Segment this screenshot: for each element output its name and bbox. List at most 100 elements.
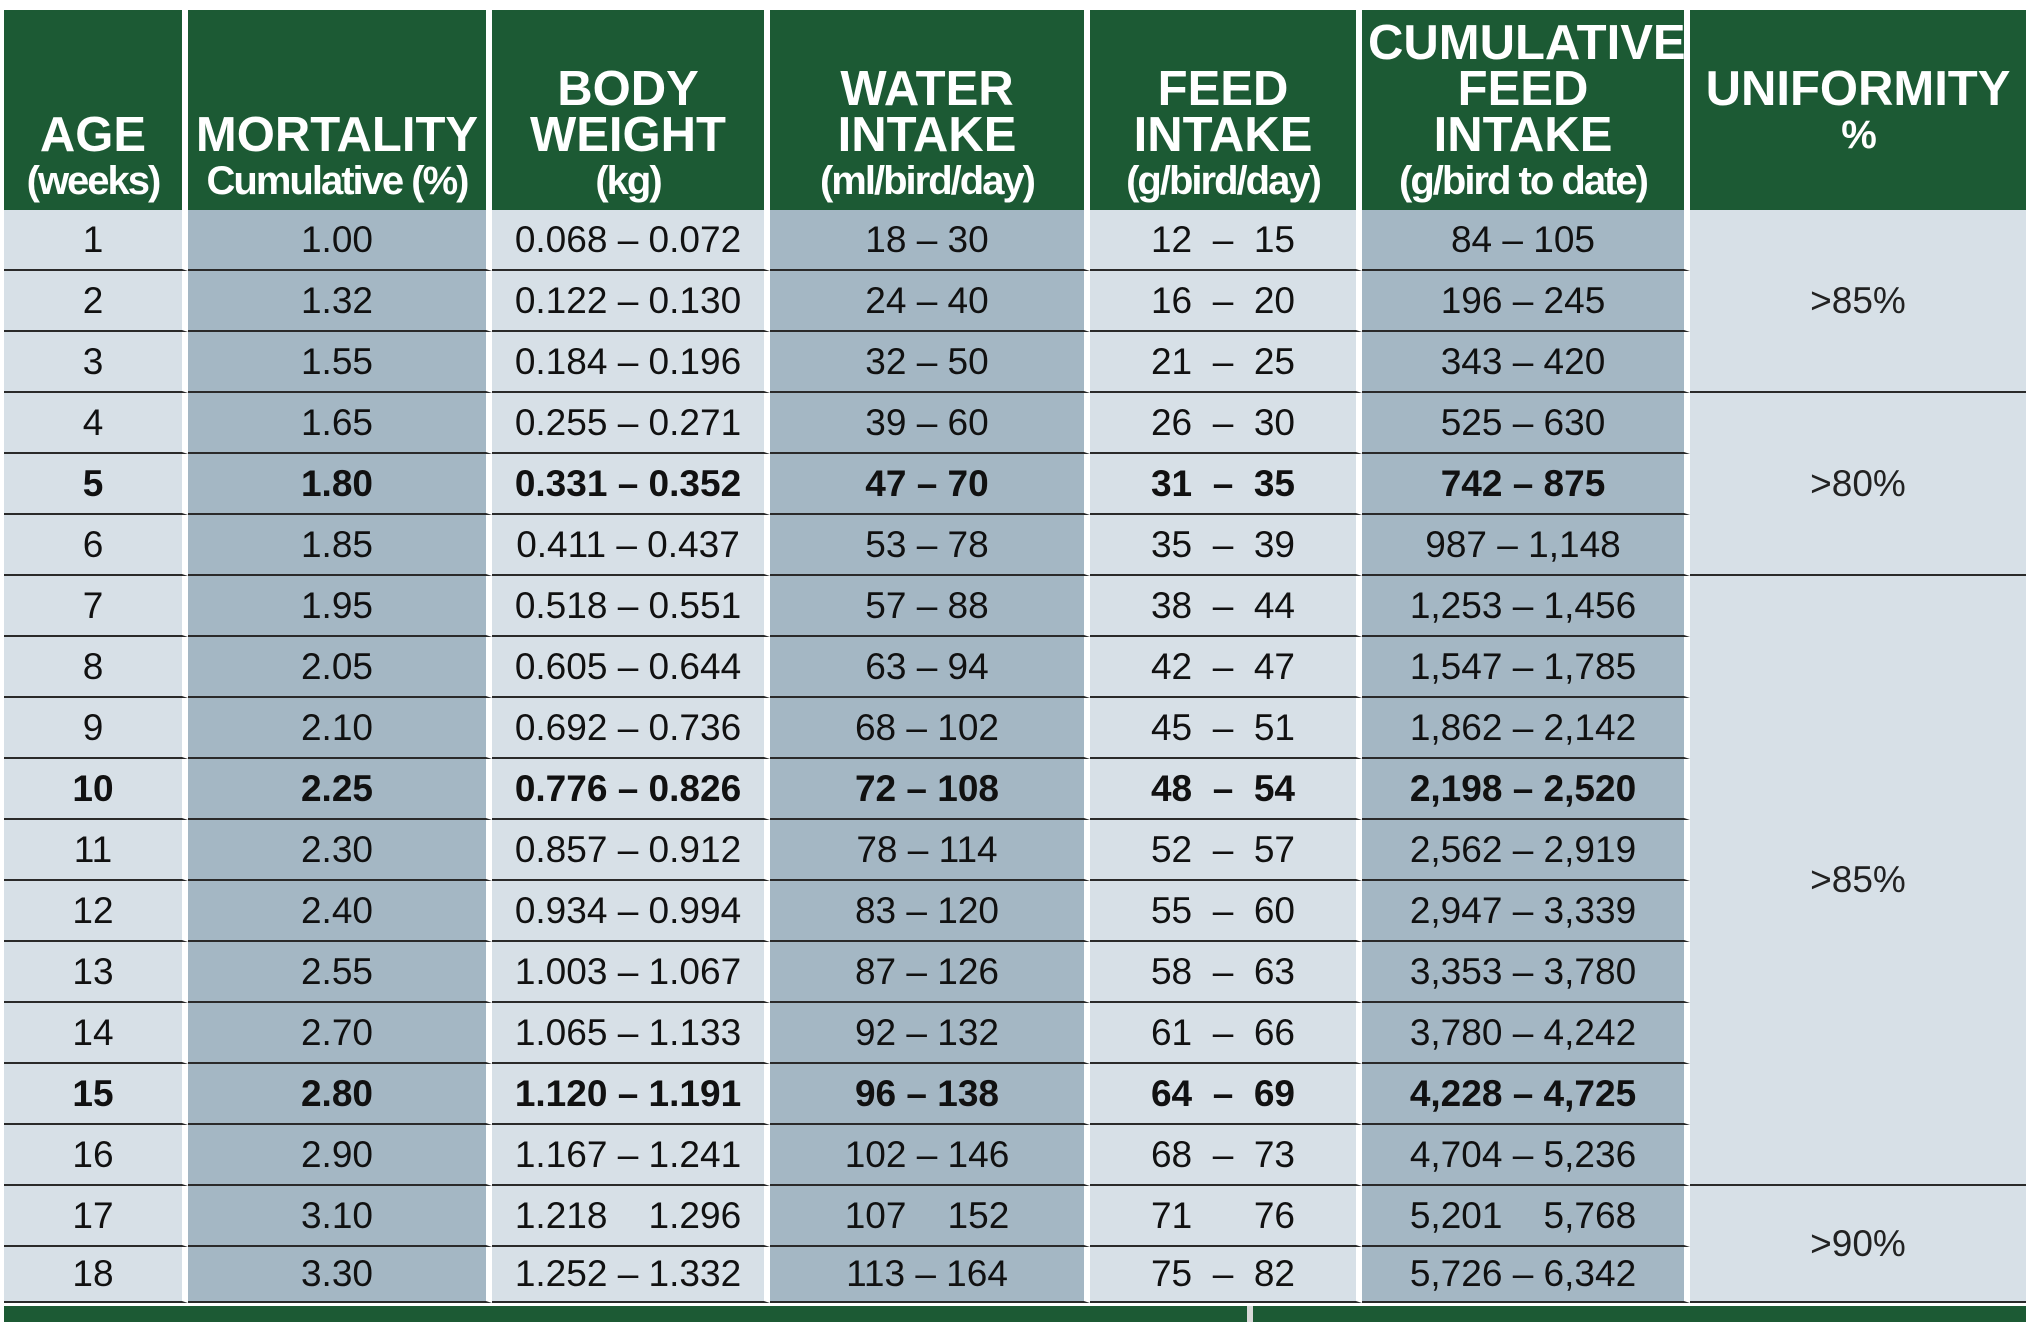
- table-row: 2 1.32 0.122 – 0.130 24 – 40 16 – 20 196 – 24…: [4, 271, 2026, 332]
- table-row: 15 2.80 1.120 – 1.191 96 – 138 64 – 69 4,228 …: [4, 1064, 2026, 1125]
- mortality-cell: 3.10: [188, 1186, 492, 1247]
- water-intake-cell: 63 – 94: [770, 637, 1090, 698]
- water-intake-cell: 39 – 60: [770, 393, 1090, 454]
- body-weight-cell: 1.218 1.296: [492, 1186, 770, 1247]
- uniformity-cell: >85%: [1690, 210, 2026, 393]
- table-row: 1 1.00 0.068 – 0.072 18 – 30 12 – 15 84 – 105…: [4, 210, 2026, 393]
- table-row: 17 3.10 1.218 1.296 107 152 71 76 5,201 5,768…: [4, 1186, 2026, 1303]
- cumulative-feed-cell: 2,562 – 2,919: [1362, 820, 1690, 881]
- mortality-cell: 2.55: [188, 942, 492, 1003]
- age-cell: 4: [4, 393, 188, 454]
- feed-intake-cell: 31 – 35: [1090, 454, 1362, 515]
- body-weight-cell: 0.255 – 0.271: [492, 393, 770, 454]
- age-cell: 7: [4, 576, 188, 637]
- cumulative-feed-cell: 1,253 – 1,456: [1362, 576, 1690, 637]
- body-weight-cell: 0.411 – 0.437: [492, 515, 770, 576]
- age-cell: 11: [4, 820, 188, 881]
- mortality-cell: 1.32: [188, 271, 492, 332]
- header-age: AGE (weeks): [4, 10, 188, 210]
- age-cell: 9: [4, 698, 188, 759]
- mortality-cell: 2.80: [188, 1064, 492, 1125]
- age-cell: 8: [4, 637, 188, 698]
- feed-intake-cell: 71 76: [1090, 1186, 1362, 1247]
- water-intake-cell: 87 – 126: [770, 942, 1090, 1003]
- body-weight-cell: 0.605 – 0.644: [492, 637, 770, 698]
- header-uniformity: UNIFORMITY%: [1690, 10, 2026, 210]
- cumulative-feed-cell: 1,862 – 2,142: [1362, 698, 1690, 759]
- header-sub: (kg): [595, 159, 662, 203]
- water-intake-cell: 83 – 120: [770, 881, 1090, 942]
- cumulative-feed-cell: 1,547 – 1,785: [1362, 637, 1690, 698]
- header-main: MORTALITY: [195, 108, 479, 162]
- cumulative-feed-cell: 5,726 – 6,342: [1362, 1247, 1690, 1303]
- age-cell: 12: [4, 881, 188, 942]
- body-weight-cell: 0.776 – 0.826: [492, 759, 770, 820]
- cumulative-feed-cell: 525 – 630: [1362, 393, 1690, 454]
- cumulative-feed-cell: 3,353 – 3,780: [1362, 942, 1690, 1003]
- feed-intake-cell: 52 – 57: [1090, 820, 1362, 881]
- mortality-cell: 2.10: [188, 698, 492, 759]
- feed-intake-cell: 55 – 60: [1090, 881, 1362, 942]
- feed-intake-cell: 75 – 82: [1090, 1247, 1362, 1303]
- mortality-cell: 1.80: [188, 454, 492, 515]
- body-weight-cell: 1.252 – 1.332: [492, 1247, 770, 1303]
- body-weight-cell: 1.003 – 1.067: [492, 942, 770, 1003]
- uniformity-cell: >85%: [1690, 576, 2026, 1186]
- table-row: 7 1.95 0.518 – 0.551 57 – 88 38 – 44 1,253 – …: [4, 576, 2026, 1186]
- cumulative-feed-cell: 4,228 – 4,725: [1362, 1064, 1690, 1125]
- feed-intake-cell: 64 – 69: [1090, 1064, 1362, 1125]
- age-cell: 18: [4, 1247, 188, 1303]
- table-row: 6 1.85 0.411 – 0.437 53 – 78 35 – 39 987 – 1,…: [4, 515, 2026, 576]
- water-intake-cell: 57 – 88: [770, 576, 1090, 637]
- water-intake-cell: 92 – 132: [770, 1003, 1090, 1064]
- uniformity-cell: >90%: [1690, 1186, 2026, 1303]
- age-cell: 2: [4, 271, 188, 332]
- cumulative-feed-cell: 84 – 105: [1362, 210, 1690, 271]
- table-row: 5 1.80 0.331 – 0.352 47 – 70 31 – 35 742 – 87…: [4, 454, 2026, 515]
- cumulative-feed-cell: 3,780 – 4,242: [1362, 1003, 1690, 1064]
- header-sub: (g/bird to date): [1399, 159, 1649, 203]
- table-row: 9 2.10 0.692 – 0.736 68 – 102 45 – 51 1,862 –…: [4, 698, 2026, 759]
- water-intake-cell: 24 – 40: [770, 271, 1090, 332]
- table-row: 18 3.30 1.252 – 1.332 113 – 164 75 – 82 5,726…: [4, 1247, 2026, 1303]
- cumulative-feed-cell: 4,704 – 5,236: [1362, 1125, 1690, 1186]
- age-cell: 17: [4, 1186, 188, 1247]
- mortality-cell: 1.00: [188, 210, 492, 271]
- age-cell: 6: [4, 515, 188, 576]
- feed-intake-cell: 45 – 51: [1090, 698, 1362, 759]
- mortality-cell: 1.55: [188, 332, 492, 393]
- table-row: 8 2.05 0.605 – 0.644 63 – 94 42 – 47 1,547 – …: [4, 637, 2026, 698]
- cumulative-feed-cell: 2,947 – 3,339: [1362, 881, 1690, 942]
- footer-bar: [4, 1306, 2026, 1322]
- age-cell: 1: [4, 210, 188, 271]
- body-weight-cell: 1.120 – 1.191: [492, 1064, 770, 1125]
- feed-intake-cell: 42 – 47: [1090, 637, 1362, 698]
- age-cell: 5: [4, 454, 188, 515]
- mortality-cell: 2.70: [188, 1003, 492, 1064]
- table-row: 13 2.55 1.003 – 1.067 87 – 126 58 – 63 3,353 …: [4, 942, 2026, 1003]
- water-intake-cell: 78 – 114: [770, 820, 1090, 881]
- mortality-cell: 2.90: [188, 1125, 492, 1186]
- cumulative-feed-cell: 2,198 – 2,520: [1362, 759, 1690, 820]
- body-weight-cell: 0.122 – 0.130: [492, 271, 770, 332]
- cumulative-feed-cell: 196 – 245: [1362, 271, 1690, 332]
- header-mortality: MORTALITY Cumulative (%): [188, 10, 492, 210]
- mortality-cell: 2.25: [188, 759, 492, 820]
- feed-intake-cell: 35 – 39: [1090, 515, 1362, 576]
- uniformity-cell: >80%: [1690, 393, 2026, 576]
- header-main: CUMULATIVE FEED INTAKE: [1368, 16, 1686, 162]
- cumulative-feed-cell: 987 – 1,148: [1362, 515, 1690, 576]
- header-main: AGE: [39, 108, 147, 162]
- header-main: BODY WEIGHT: [530, 62, 726, 162]
- header-main: UNIFORMITY: [1705, 62, 2011, 116]
- age-cell: 10: [4, 759, 188, 820]
- feed-intake-cell: 38 – 44: [1090, 576, 1362, 637]
- table-row: 11 2.30 0.857 – 0.912 78 – 114 52 – 57 2,562 …: [4, 820, 2026, 881]
- body-weight-cell: 0.331 – 0.352: [492, 454, 770, 515]
- age-cell: 16: [4, 1125, 188, 1186]
- header-cumulative-feed-intake: CUMULATIVE FEED INTAKE (g/bird to date): [1362, 10, 1690, 210]
- mortality-cell: 1.65: [188, 393, 492, 454]
- water-intake-cell: 102 – 146: [770, 1125, 1090, 1186]
- mortality-cell: 2.05: [188, 637, 492, 698]
